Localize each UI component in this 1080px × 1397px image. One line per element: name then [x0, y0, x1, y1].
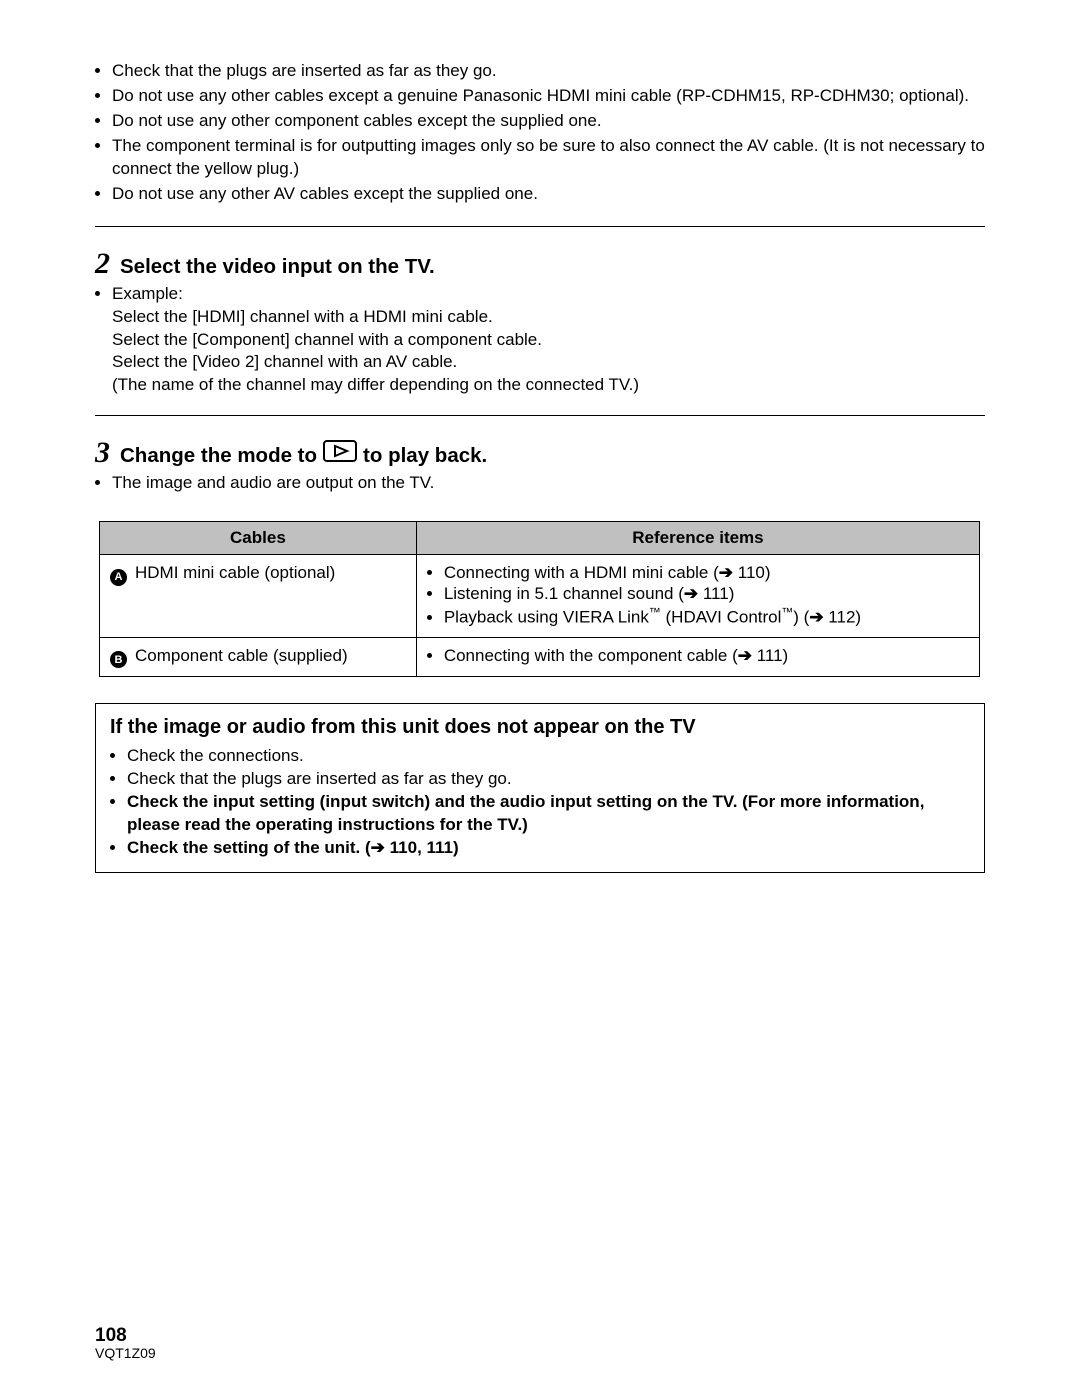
reference-cell: Connecting with the component cable (➔ 1… [416, 637, 979, 677]
th-cables: Cables [100, 522, 417, 555]
divider [95, 415, 985, 416]
troubleshoot-item: Check that the plugs are inserted as far… [127, 768, 970, 791]
circle-letter-icon: B [110, 651, 127, 668]
top-bullet: The component terminal is for outputting… [112, 135, 985, 181]
arrow-icon: ➔ [719, 563, 733, 582]
page-number: 108 [95, 1326, 156, 1345]
trademark-icon: ™ [781, 605, 793, 619]
example-line: Select the [Component] channel with a co… [112, 329, 985, 352]
playback-icon [323, 440, 357, 462]
step-title-part: to play back. [363, 444, 487, 468]
troubleshoot-item: Check the connections. [127, 745, 970, 768]
example-line: (The name of the channel may differ depe… [112, 374, 985, 397]
troubleshoot-title: If the image or audio from this unit doe… [110, 714, 970, 741]
example-line: Select the [HDMI] channel with a HDMI mi… [112, 306, 985, 329]
th-reference: Reference items [416, 522, 979, 555]
step-number: 2 [95, 249, 110, 279]
table-header-row: Cables Reference items [100, 522, 980, 555]
example-label: Example: [112, 283, 985, 306]
troubleshoot-box: If the image or audio from this unit doe… [95, 703, 985, 873]
step-title: Select the video input on the TV. [120, 255, 435, 279]
step-2-heading: 2 Select the video input on the TV. [95, 249, 985, 279]
divider [95, 226, 985, 227]
cables-table: Cables Reference items A HDMI mini cable … [99, 521, 980, 677]
reference-cell: Connecting with a HDMI mini cable (➔ 110… [416, 555, 979, 638]
reference-item: Connecting with a HDMI mini cable (➔ 110… [444, 563, 969, 583]
step-3-bullet: The image and audio are output on the TV… [112, 472, 985, 495]
cable-name: HDMI mini cable (optional) [135, 563, 335, 582]
table-row: A HDMI mini cable (optional) Connecting w… [100, 555, 980, 638]
top-bullet: Do not use any other cables except a gen… [112, 85, 985, 108]
trademark-icon: ™ [649, 605, 661, 619]
top-bullet: Do not use any other AV cables except th… [112, 183, 985, 206]
doc-code: VQT1Z09 [95, 1345, 156, 1361]
top-bullet: Check that the plugs are inserted as far… [112, 60, 985, 83]
table-row: B Component cable (supplied) Connecting w… [100, 637, 980, 677]
example-line: Select the [Video 2] channel with an AV … [112, 351, 985, 374]
cable-cell: B Component cable (supplied) [100, 637, 417, 677]
reference-item: Connecting with the component cable (➔ 1… [444, 646, 969, 666]
reference-item: Listening in 5.1 channel sound (➔ 111) [444, 584, 969, 604]
arrow-icon: ➔ [371, 838, 385, 857]
circle-letter-icon: A [110, 569, 127, 586]
top-bullet: Do not use any other component cables ex… [112, 110, 985, 133]
page-footer: 108 VQT1Z09 [95, 1326, 156, 1361]
step-3-body: The image and audio are output on the TV… [95, 472, 985, 495]
arrow-icon: ➔ [684, 584, 698, 603]
arrow-icon: ➔ [809, 608, 823, 627]
reference-item: Playback using VIERA Link™ (HDAVI Contro… [444, 605, 969, 628]
step-3-heading: 3 Change the mode to to play back. [95, 438, 985, 468]
step-title-part: Change the mode to [120, 444, 317, 468]
top-bullet-list: Check that the plugs are inserted as far… [95, 60, 985, 208]
troubleshoot-item: Check the input setting (input switch) a… [127, 791, 970, 837]
page: Check that the plugs are inserted as far… [0, 0, 1080, 1397]
cable-name: Component cable (supplied) [135, 646, 348, 665]
arrow-icon: ➔ [738, 646, 752, 665]
troubleshoot-item: Check the setting of the unit. (➔ 110, 1… [127, 837, 970, 860]
step-2-body: Example: Select the [HDMI] channel with … [95, 283, 985, 398]
cable-cell: A HDMI mini cable (optional) [100, 555, 417, 638]
step-number: 3 [95, 438, 110, 468]
